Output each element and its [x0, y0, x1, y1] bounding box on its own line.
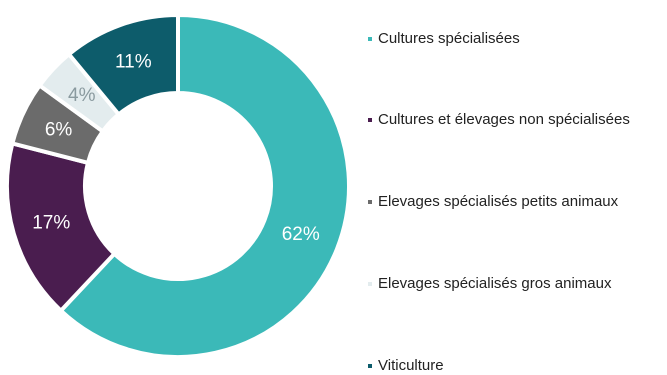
donut-slice: [66, 12, 180, 118]
legend-item: Cultures spécialisées: [368, 30, 520, 47]
legend-swatch: [368, 117, 372, 122]
legend-swatch: [368, 36, 372, 41]
slice-label: 17%: [32, 212, 70, 233]
legend-item: Elevages spécialisés petits animaux: [368, 193, 618, 210]
legend: Cultures spécialisées Cultures et élevag…: [368, 0, 667, 375]
legend-label: Cultures et élevages non spécialisées: [378, 111, 630, 128]
legend-item: Elevages spécialisés gros animaux: [368, 275, 611, 292]
legend-item: Viticulture: [368, 357, 444, 374]
slice-label: 11%: [115, 51, 152, 72]
legend-label: Elevages spécialisés petits animaux: [378, 193, 619, 210]
legend-swatch: [368, 199, 372, 204]
slice-label: 6%: [45, 119, 73, 140]
donut-chart: 62% 17% 6% 4% 11%: [6, 12, 351, 359]
donut-slice: [58, 12, 351, 359]
slice-label: 62%: [282, 224, 320, 245]
slice-label: 4%: [68, 85, 96, 106]
legend-label: Viticulture: [378, 357, 444, 374]
legend-swatch: [368, 281, 372, 286]
legend-label: Cultures spécialisées: [378, 30, 520, 47]
legend-label: Elevages spécialisés gros animaux: [378, 275, 612, 292]
legend-item: Cultures et élevages non spécialisées: [368, 111, 630, 128]
legend-swatch: [368, 363, 372, 368]
